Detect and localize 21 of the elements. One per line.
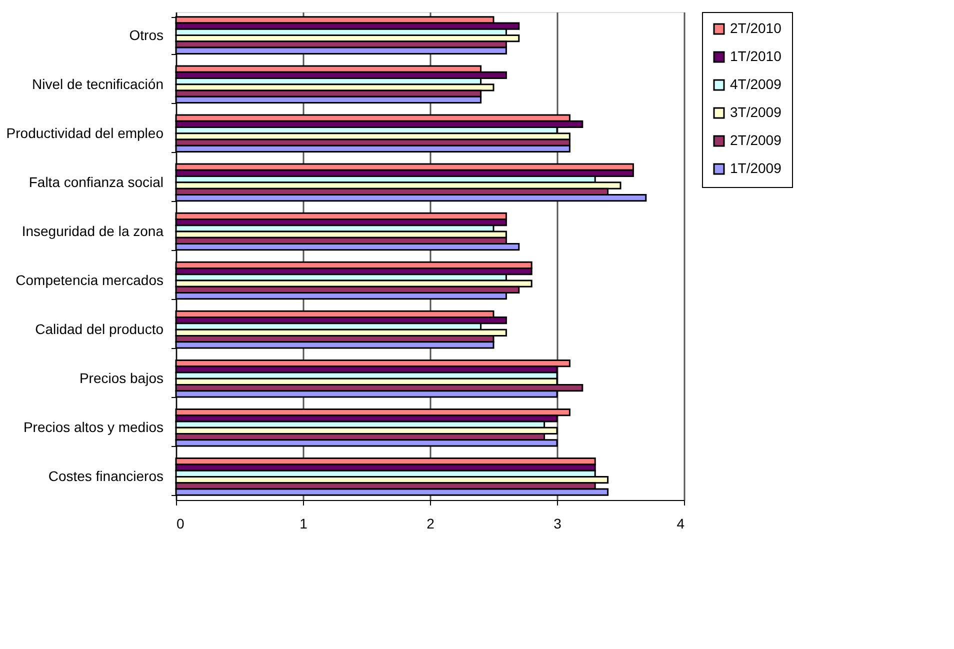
x-tick-label: 1 bbox=[300, 516, 308, 532]
y-tick-label: Calidad del producto bbox=[35, 321, 164, 338]
y-tick-label: Otros bbox=[129, 26, 164, 43]
legend-label: 3T/2009 bbox=[730, 104, 782, 120]
legend-label: 2T/2010 bbox=[730, 20, 782, 36]
legend-label: 4T/2009 bbox=[730, 76, 782, 92]
y-tick-label: Falta confianza social bbox=[28, 174, 164, 190]
y-tick-label: Precios altos y medios bbox=[23, 419, 164, 436]
y-tick-label: Inseguridad de la zona bbox=[22, 222, 164, 239]
legend-label: 1T/2010 bbox=[730, 48, 782, 64]
y-tick-label: Productividad del empleo bbox=[6, 124, 164, 141]
y-tick-label: Precios bajos bbox=[79, 370, 164, 386]
x-tick-label: 3 bbox=[554, 516, 562, 532]
y-tick-label: Nivel de tecnificación bbox=[32, 76, 164, 92]
legend-label: 2T/2009 bbox=[730, 132, 782, 148]
y-tick-label: Costes financieros bbox=[48, 468, 164, 484]
x-tick-label: 2 bbox=[426, 516, 435, 532]
y-tick-label: Competencia mercados bbox=[16, 272, 164, 288]
x-tick-label: 4 bbox=[676, 516, 685, 532]
x-tick-label: 0 bbox=[176, 516, 184, 532]
legend-label: 1T/2009 bbox=[730, 160, 782, 176]
